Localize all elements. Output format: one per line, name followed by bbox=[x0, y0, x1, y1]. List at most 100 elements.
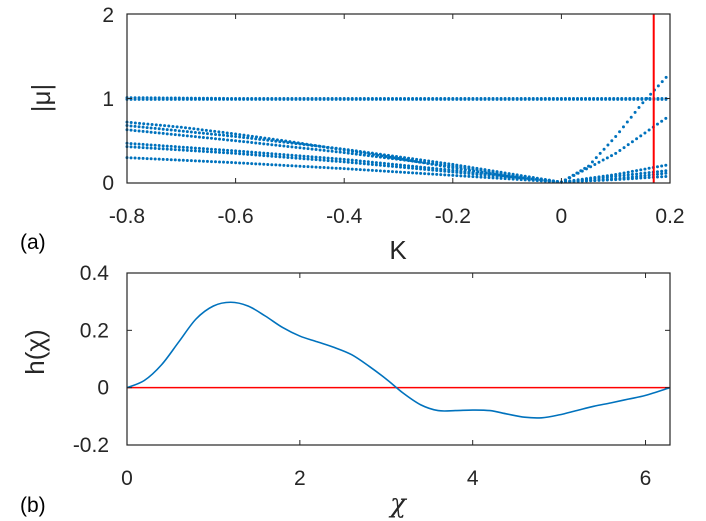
data-point bbox=[618, 149, 622, 152]
data-point bbox=[415, 171, 419, 175]
panel-a-ytick-1: 1 bbox=[102, 88, 114, 111]
data-point bbox=[137, 129, 141, 133]
data-point bbox=[129, 128, 133, 132]
data-point bbox=[185, 134, 189, 138]
data-point bbox=[596, 97, 600, 101]
data-point bbox=[471, 97, 475, 101]
data-point bbox=[278, 152, 282, 156]
data-point bbox=[270, 97, 274, 101]
data-point bbox=[302, 164, 306, 168]
data-point bbox=[407, 166, 411, 170]
data-point bbox=[250, 97, 254, 101]
panel-b-ytick-1: 0 bbox=[97, 377, 109, 400]
data-point bbox=[610, 178, 614, 182]
data-point bbox=[487, 176, 491, 180]
data-point bbox=[185, 148, 189, 152]
panel-a-series-6 bbox=[125, 145, 668, 184]
data-point bbox=[382, 156, 386, 160]
data-point bbox=[205, 147, 209, 151]
data-point bbox=[443, 169, 447, 173]
data-point bbox=[294, 154, 298, 158]
data-point bbox=[250, 150, 254, 154]
data-point bbox=[346, 97, 350, 101]
data-point bbox=[306, 97, 310, 101]
data-point bbox=[643, 131, 647, 135]
data-point bbox=[153, 146, 157, 150]
data-point bbox=[467, 166, 471, 170]
data-point bbox=[635, 172, 639, 176]
data-point bbox=[165, 128, 169, 132]
data-point bbox=[427, 97, 431, 101]
data-point bbox=[455, 165, 459, 169]
data-point bbox=[326, 166, 330, 170]
data-point bbox=[614, 174, 618, 178]
data-point bbox=[614, 151, 618, 155]
data-point bbox=[230, 97, 234, 101]
data-point bbox=[455, 174, 459, 178]
data-point bbox=[374, 155, 378, 159]
data-point bbox=[129, 142, 133, 146]
data-point bbox=[459, 171, 463, 175]
data-point bbox=[350, 148, 354, 152]
panel-b-xtick-0: 0 bbox=[121, 467, 133, 490]
data-point bbox=[185, 130, 189, 134]
data-point bbox=[169, 144, 173, 148]
data-point bbox=[643, 176, 647, 180]
data-point bbox=[618, 130, 622, 134]
data-point bbox=[523, 97, 527, 101]
data-point bbox=[334, 157, 338, 161]
data-point bbox=[193, 149, 197, 153]
data-point bbox=[394, 157, 398, 161]
data-point bbox=[254, 137, 258, 141]
panel-b-curve bbox=[126, 301, 671, 419]
data-point bbox=[258, 153, 262, 157]
data-point bbox=[246, 161, 250, 165]
data-point bbox=[660, 164, 664, 168]
panel-a-xtick-2: -0.4 bbox=[326, 205, 363, 228]
data-point bbox=[612, 97, 616, 101]
data-point bbox=[338, 157, 342, 161]
data-point bbox=[330, 146, 334, 150]
panel-a-marks bbox=[125, 75, 668, 184]
data-point bbox=[643, 167, 647, 171]
data-point bbox=[386, 153, 390, 157]
data-point bbox=[370, 163, 374, 166]
data-point bbox=[258, 151, 262, 155]
data-point bbox=[129, 124, 133, 128]
data-point bbox=[362, 97, 366, 101]
data-point bbox=[205, 150, 209, 154]
data-point bbox=[318, 158, 322, 162]
data-point bbox=[338, 147, 342, 151]
data-point bbox=[154, 123, 158, 127]
data-point bbox=[411, 157, 415, 161]
data-point bbox=[246, 152, 250, 156]
data-point bbox=[298, 142, 302, 146]
data-point bbox=[366, 160, 370, 164]
panel-b-ytick-3: 0.4 bbox=[80, 262, 110, 285]
data-point bbox=[209, 97, 213, 101]
data-point bbox=[664, 171, 668, 175]
data-point bbox=[660, 97, 664, 101]
data-point bbox=[407, 156, 411, 160]
data-point bbox=[250, 141, 254, 144]
data-point bbox=[238, 97, 242, 101]
data-point bbox=[141, 97, 145, 101]
data-point bbox=[294, 97, 298, 101]
data-point bbox=[302, 146, 306, 150]
data-point bbox=[655, 172, 659, 176]
data-point bbox=[378, 97, 382, 101]
data-point bbox=[630, 140, 634, 144]
data-point bbox=[230, 149, 234, 153]
data-point bbox=[390, 162, 394, 166]
data-point bbox=[346, 148, 350, 152]
data-point bbox=[141, 129, 145, 133]
data-point bbox=[274, 152, 278, 156]
data-point bbox=[262, 151, 266, 155]
data-point bbox=[173, 145, 177, 149]
data-point bbox=[262, 138, 266, 142]
data-point bbox=[610, 139, 614, 143]
data-point bbox=[270, 139, 274, 143]
data-point bbox=[427, 159, 431, 163]
data-point bbox=[374, 169, 378, 173]
data-point bbox=[157, 147, 161, 151]
